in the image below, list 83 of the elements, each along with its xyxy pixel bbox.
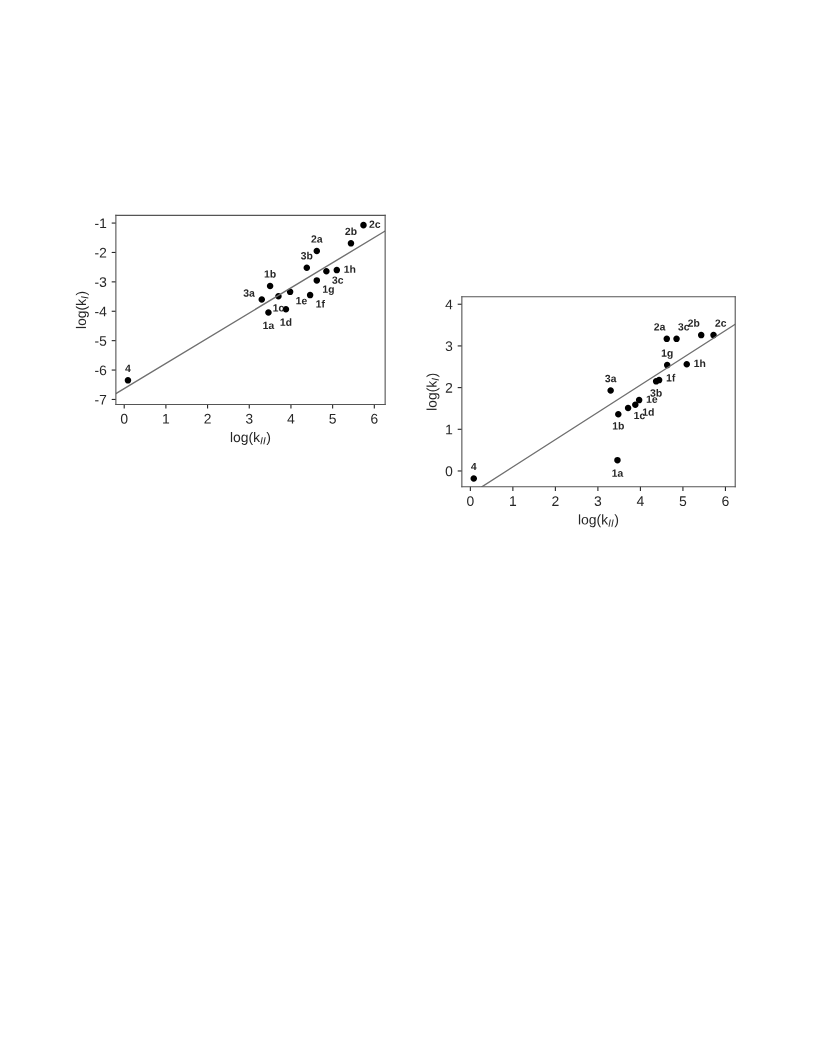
annotation: 1d	[642, 408, 654, 416]
x-tick-label: 3	[245, 413, 253, 424]
x-tick-label: 6	[371, 413, 378, 424]
point	[697, 331, 705, 339]
annotation: 2c	[715, 319, 727, 327]
annotation: 2a	[654, 323, 666, 331]
point	[303, 264, 311, 272]
annotation: 1g	[661, 349, 673, 359]
x-tick-label: 5	[679, 496, 687, 507]
point	[306, 291, 314, 299]
annotation: 1e	[296, 297, 307, 305]
x-axis-title: log(k$_{II}$)	[578, 514, 619, 528]
annotation: 2b	[688, 319, 700, 327]
point	[615, 411, 622, 418]
x-tick-label: 4	[287, 413, 295, 424]
annotation: 2a	[311, 235, 323, 243]
annotation: 1b	[264, 270, 276, 278]
annotation: 1f	[316, 299, 325, 308]
y-axis-title: log(k$_{I}$)	[75, 291, 89, 329]
point	[632, 401, 639, 408]
annotation: 1h	[694, 359, 706, 367]
y-tick-label: -7	[95, 394, 107, 405]
y-tick-label: -1	[95, 218, 107, 229]
y-tick-label: 4	[445, 299, 453, 310]
point	[470, 475, 478, 482]
annotation: 4	[471, 462, 477, 471]
point	[258, 296, 266, 303]
point	[313, 277, 321, 284]
y-tick-label: 2	[445, 382, 453, 393]
y-tick-label: 0	[445, 466, 453, 477]
annotation: 1f	[666, 373, 676, 382]
annotation: 1c	[273, 304, 284, 312]
x-tick-label: 2	[204, 413, 211, 424]
y-tick-label: -3	[95, 277, 107, 288]
x-tick-label: 1	[510, 496, 517, 506]
x-tick-label: 1	[163, 413, 170, 424]
point	[360, 221, 367, 229]
annotation: 3c	[678, 323, 690, 331]
annotation: 1a	[612, 469, 624, 477]
annotation: 4	[125, 364, 131, 372]
annotation: 3b	[650, 389, 662, 397]
point	[266, 282, 274, 290]
annotation: 1e	[646, 395, 658, 403]
point	[124, 377, 132, 384]
annotation: 1h	[344, 265, 356, 273]
y-tick-label: -5	[95, 336, 107, 346]
y-tick-label: 3	[445, 341, 453, 352]
point	[683, 361, 691, 368]
y-tick-label: -4	[95, 306, 107, 317]
point	[624, 404, 632, 412]
annotation: 2c	[369, 220, 381, 228]
annotation: 1c	[634, 411, 645, 420]
y-tick-label: 1	[446, 424, 453, 435]
annotation: 3b	[300, 251, 313, 260]
x-tick-label: 5	[329, 413, 336, 424]
point	[333, 266, 341, 274]
x-tick-label: 2	[552, 496, 559, 506]
y-axis-title: log(k$_{I}$)	[426, 373, 440, 410]
point	[635, 396, 643, 404]
x-tick-label: 4	[636, 496, 644, 506]
x-tick-label: 0	[467, 496, 474, 507]
point	[673, 335, 680, 343]
point	[265, 309, 272, 316]
x-axis-title: log(k$_{II}$)	[230, 431, 271, 445]
point	[663, 335, 671, 343]
point	[313, 247, 321, 255]
point	[607, 387, 614, 394]
annotation: 3a	[605, 374, 617, 383]
x-tick-label: 6	[722, 496, 729, 507]
annotation: 1g	[323, 285, 334, 295]
annotation: 1a	[263, 321, 275, 330]
annotation: 1d	[280, 318, 292, 326]
annotation: 1b	[612, 421, 624, 430]
point	[323, 268, 330, 275]
y-tick-label: -6	[95, 365, 107, 376]
annotation: 2b	[345, 227, 357, 236]
point	[614, 456, 621, 464]
point	[347, 240, 355, 247]
y-tick-label: -2	[95, 247, 107, 258]
x-tick-label: 3	[594, 496, 602, 507]
annotation: 3a	[243, 289, 255, 297]
x-tick-label: 0	[120, 413, 128, 424]
annotation: 3c	[332, 276, 344, 284]
